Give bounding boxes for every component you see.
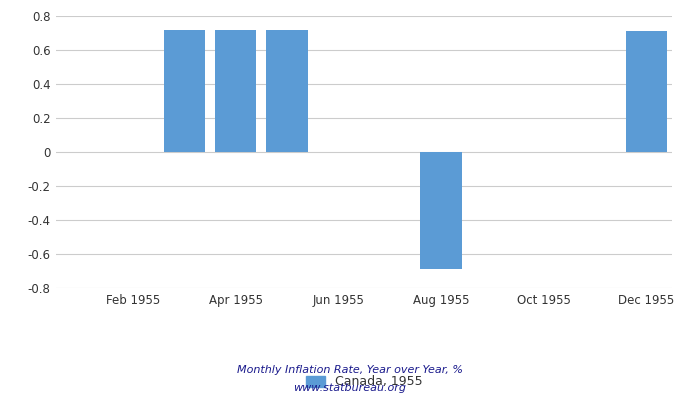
Bar [164,30,205,152]
Text: www.statbureau.org: www.statbureau.org [293,383,407,393]
Bar [267,30,307,152]
Legend: Canada, 1955: Canada, 1955 [301,370,427,394]
Bar [626,31,667,152]
Bar [215,30,256,152]
Bar [421,152,461,269]
Text: Monthly Inflation Rate, Year over Year, %: Monthly Inflation Rate, Year over Year, … [237,365,463,375]
